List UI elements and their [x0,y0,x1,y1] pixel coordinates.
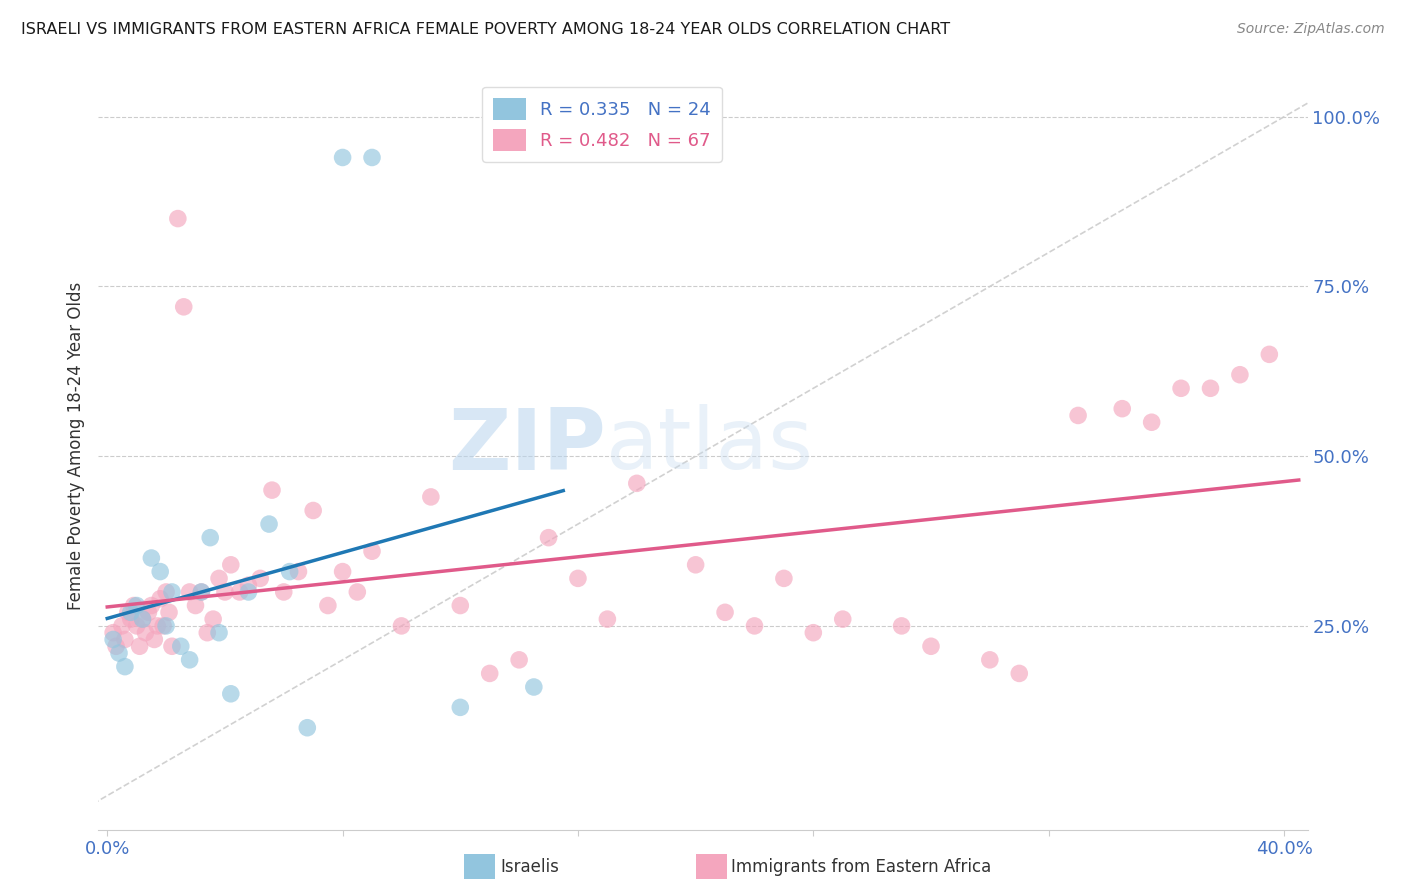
Point [173,300,195,314]
Point [1140,415,1163,429]
Point [134,625,156,640]
Point [332,151,354,165]
Point [228,585,250,599]
Point [1229,368,1251,382]
Point [111,619,134,633]
Point [208,625,231,640]
Point [120,612,142,626]
Point [214,585,236,599]
Point [200,531,222,545]
Point [149,565,172,579]
Point [1008,666,1031,681]
Point [596,612,619,626]
Point [179,653,201,667]
Point [108,646,131,660]
Point [179,585,201,599]
Point [1258,347,1281,361]
Point [202,612,225,626]
Point [155,585,177,599]
Point [166,211,188,226]
Point [302,503,325,517]
Point [238,585,260,599]
Point [249,571,271,585]
Point [131,612,153,626]
Point [346,585,368,599]
Point [146,619,169,633]
Point [361,151,384,165]
Point [117,605,139,619]
Point [125,599,148,613]
Point [920,640,942,654]
Point [160,640,183,654]
Point [152,619,174,633]
Point [801,625,824,640]
Point [208,571,231,585]
Point [979,653,1001,667]
Point [1170,381,1192,395]
Point [831,612,853,626]
Point [567,571,589,585]
Point [219,687,242,701]
Point [195,625,218,640]
Point [141,599,163,613]
Point [125,619,148,633]
Point [478,666,501,681]
Point [149,591,172,606]
Point [122,599,145,613]
Point [257,517,280,532]
Point [143,632,166,647]
Point [105,640,128,654]
Text: ISRAELI VS IMMIGRANTS FROM EASTERN AFRICA FEMALE POVERTY AMONG 18-24 YEAR OLDS C: ISRAELI VS IMMIGRANTS FROM EASTERN AFRIC… [21,22,950,37]
Point [1111,401,1133,416]
Point [523,680,546,694]
Point [449,599,471,613]
Text: Israelis: Israelis [501,858,560,876]
Point [155,619,177,633]
Point [508,653,530,667]
Point [128,640,150,654]
Point [744,619,766,633]
Point [1199,381,1222,395]
Point [184,599,207,613]
Point [714,605,737,619]
Point [449,700,471,714]
Point [157,605,180,619]
Point [278,565,301,579]
Point [138,605,160,619]
Point [114,632,136,647]
Point [141,551,163,566]
Point [190,585,212,599]
Point [238,578,260,592]
Point [297,721,319,735]
Text: ZIP: ZIP [449,404,606,488]
Point [1067,409,1090,423]
Point [219,558,242,572]
Text: Source: ZipAtlas.com: Source: ZipAtlas.com [1237,22,1385,37]
Point [170,640,193,654]
Point [101,632,124,647]
Point [626,476,648,491]
Point [114,659,136,673]
Point [773,571,796,585]
Point [419,490,441,504]
Point [273,585,295,599]
Point [316,599,339,613]
Point [260,483,283,497]
Point [190,585,212,599]
Y-axis label: Female Poverty Among 18-24 Year Olds: Female Poverty Among 18-24 Year Olds [66,282,84,610]
Point [332,565,354,579]
Point [890,619,912,633]
Point [160,585,183,599]
Point [537,531,560,545]
Point [101,625,124,640]
Point [131,612,153,626]
Point [120,605,142,619]
Point [361,544,384,558]
Text: Immigrants from Eastern Africa: Immigrants from Eastern Africa [731,858,991,876]
Text: atlas: atlas [606,404,814,488]
Point [685,558,707,572]
Legend: R = 0.335   N = 24, R = 0.482   N = 67: R = 0.335 N = 24, R = 0.482 N = 67 [482,87,721,161]
Point [391,619,413,633]
Point [287,565,309,579]
